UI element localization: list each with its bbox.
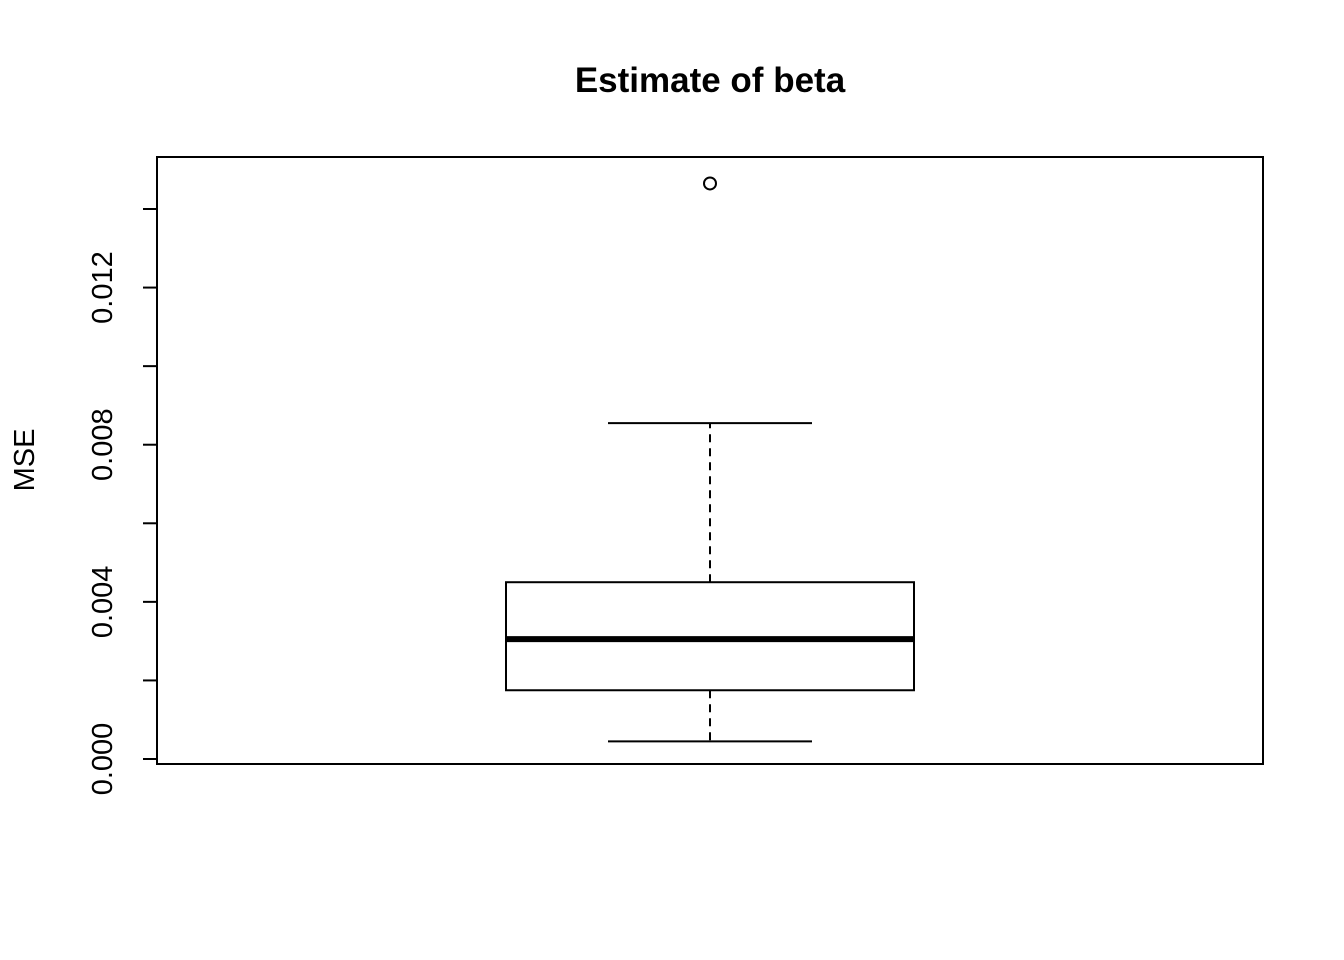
y-tick-label: 0.004 bbox=[87, 566, 119, 639]
y-tick-label: 0.008 bbox=[87, 408, 119, 481]
y-tick-label: 0.012 bbox=[87, 251, 119, 324]
y-axis-label: MSE bbox=[9, 429, 41, 492]
y-tick-label: 0.000 bbox=[87, 723, 119, 796]
box-group bbox=[505, 176, 915, 743]
outlier-point bbox=[703, 176, 717, 191]
chart-title: Estimate of beta bbox=[575, 61, 846, 100]
y-axis: 0.000 0.004 0.008 0.012 bbox=[87, 208, 158, 796]
